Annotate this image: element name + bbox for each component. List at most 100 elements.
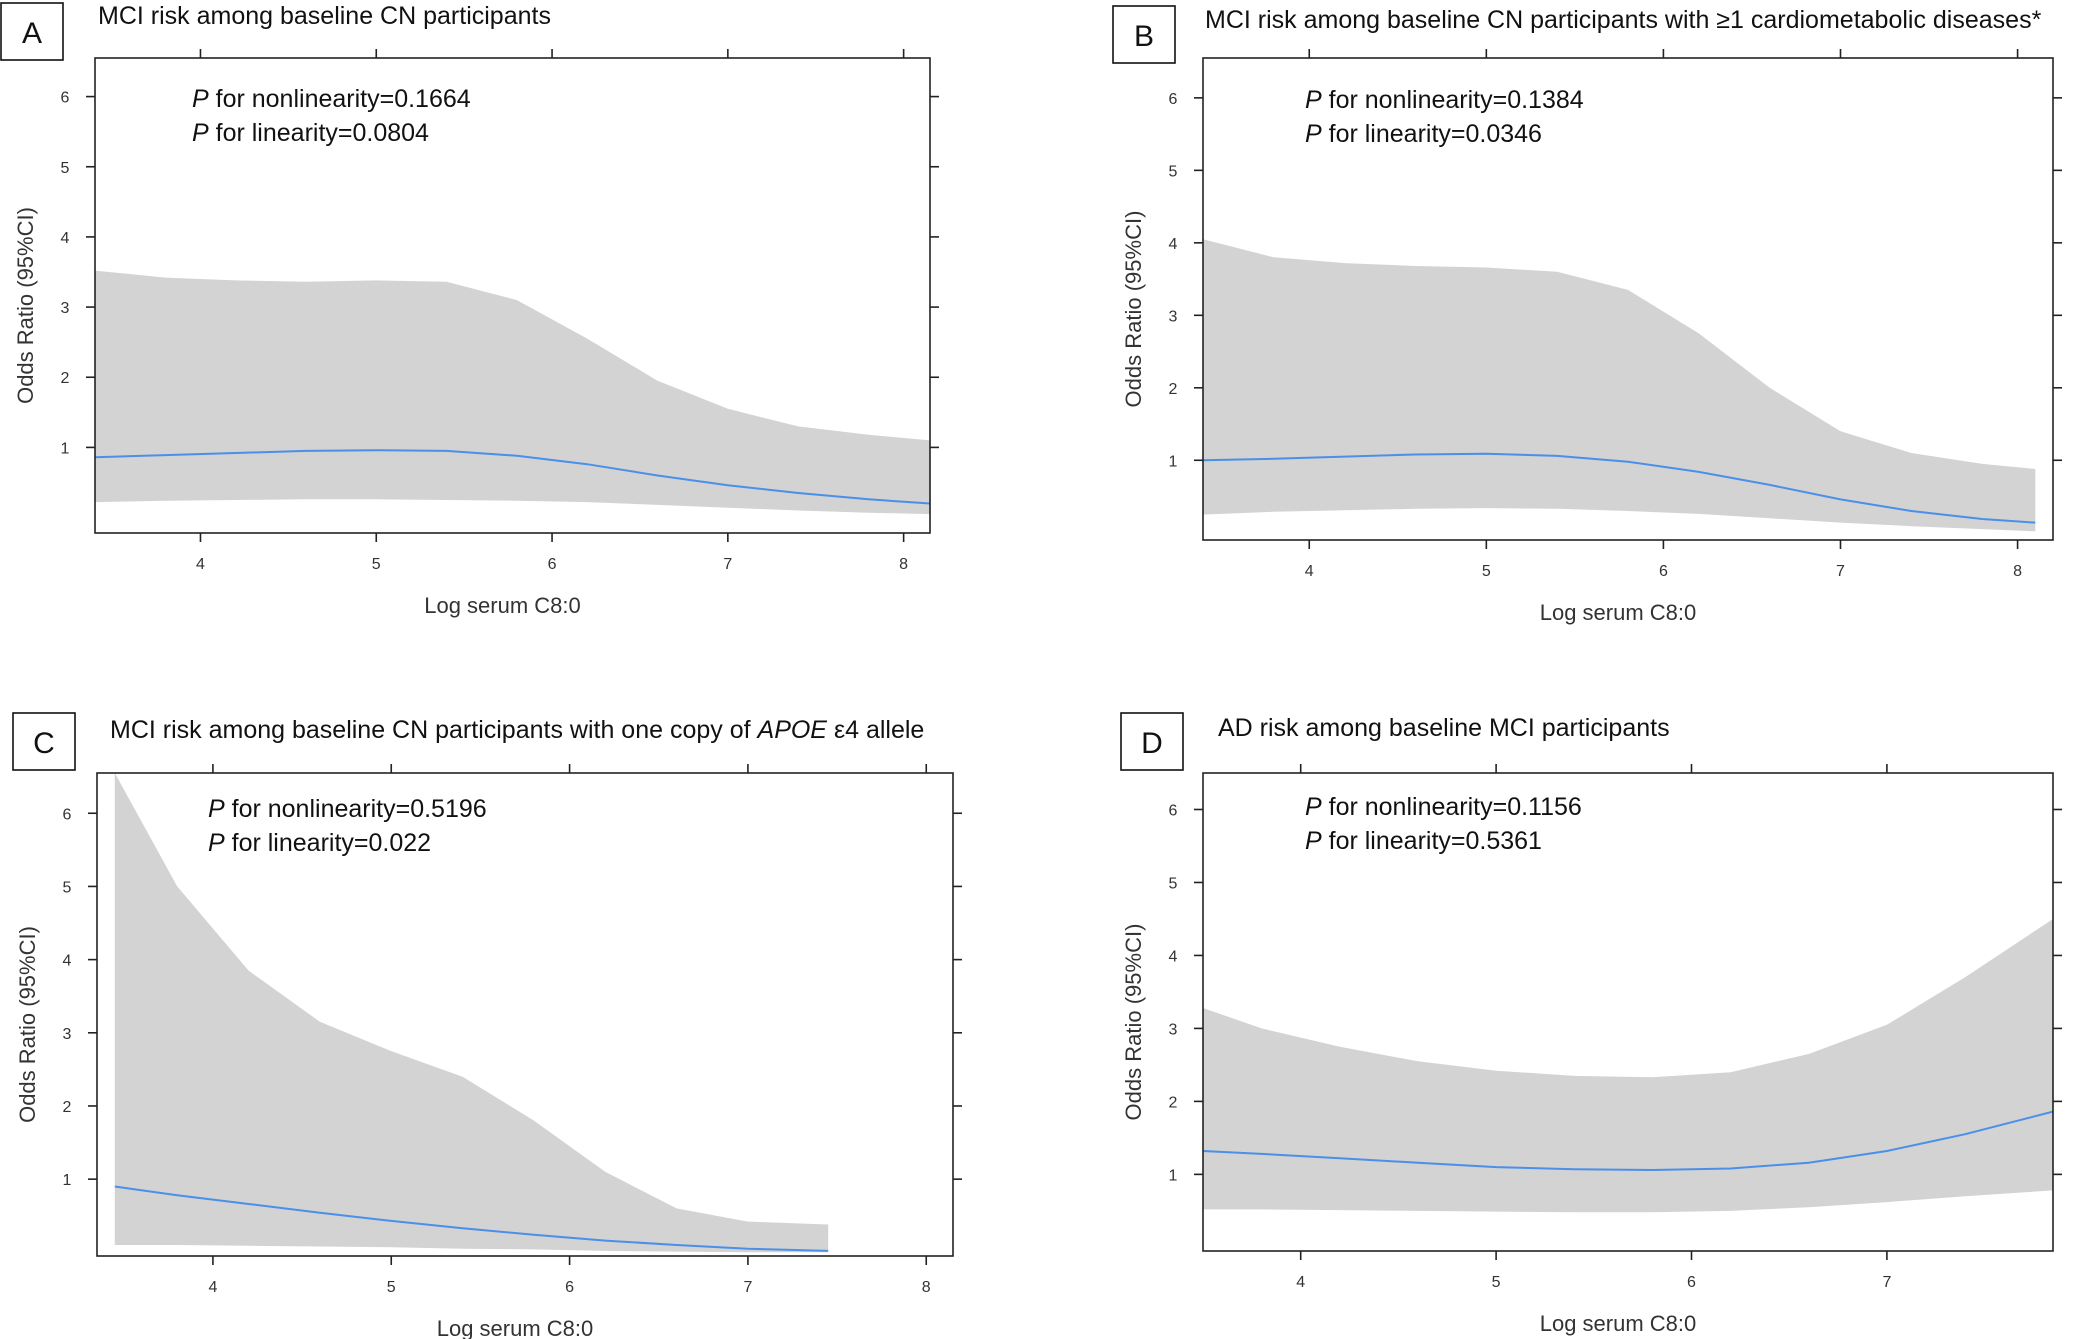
odds-ratio-curve-a [95, 449, 930, 505]
p-value-annotation: P for linearity=0.022 [208, 829, 431, 857]
x-tick-label: 7 [1836, 563, 1845, 580]
panel-letter-a: A [22, 17, 42, 50]
x-tick-label: 4 [196, 556, 205, 573]
x-tick-label: 5 [1492, 1274, 1501, 1291]
y-tick-label: 2 [63, 1099, 72, 1116]
p-value-text: for linearity=0.022 [225, 829, 431, 857]
y-tick-label: 6 [61, 90, 70, 107]
odds-ratio-curve-d [1203, 1110, 2053, 1172]
y-tick-label: 1 [1169, 1167, 1178, 1184]
plot-frame-d [1202, 772, 2054, 1252]
p-value-annotation: P for nonlinearity=0.1384 [1305, 86, 1584, 114]
p-value-annotation: P for nonlinearity=0.5196 [208, 795, 487, 823]
plot-frame-a [94, 57, 931, 534]
y-tick-label: 3 [61, 300, 70, 317]
x-tick-label: 8 [899, 556, 908, 573]
ci-band-a [95, 270, 930, 515]
y-tick-label: 1 [63, 1172, 72, 1189]
plot-frame-b [1202, 57, 2054, 541]
p-value-annotation: P for nonlinearity=0.1664 [192, 85, 471, 113]
x-tick-label: 6 [1659, 563, 1668, 580]
panel-title-d: AD risk among baseline MCI participants [1218, 714, 1670, 742]
title-text: AD risk among baseline MCI participants [1218, 714, 1670, 742]
x-tick-label: 7 [1882, 1274, 1891, 1291]
title-text: MCI risk among baseline CN participants [98, 2, 551, 30]
ci-band-d [1203, 919, 2053, 1213]
plot-frame-c [96, 772, 954, 1257]
x-tick-label: 7 [723, 556, 732, 573]
x-tick-label: 5 [372, 556, 381, 573]
x-tick-label: 6 [565, 1279, 574, 1296]
p-symbol: P [1305, 120, 1322, 148]
x-axis-label: Log serum C8:0 [1540, 600, 1697, 625]
panel-title-b: MCI risk among baseline CN participants … [1205, 6, 2042, 34]
p-value-text: for nonlinearity=0.1156 [1322, 793, 1582, 821]
y-axis-label: Odds Ratio (95%CI) [1121, 211, 1146, 408]
p-value-text: for linearity=0.5361 [1322, 827, 1542, 855]
y-tick-label: 2 [61, 370, 70, 387]
p-value-text: for nonlinearity=0.1664 [209, 85, 471, 113]
p-value-text: for linearity=0.0804 [209, 119, 429, 147]
x-tick-label: 8 [2013, 563, 2022, 580]
y-tick-label: 6 [63, 806, 72, 823]
x-tick-label: 6 [1687, 1274, 1696, 1291]
panel-letter-box-a [0, 2, 64, 61]
panel-letter-c: C [33, 727, 55, 760]
y-tick-label: 5 [61, 160, 70, 177]
p-value-annotation: P for linearity=0.5361 [1305, 827, 1542, 855]
panel-a: 4 5 6 7 8 1 2 3 4 5 6 Log serum C8:0 Odds Ratio (95%… [0, 2, 939, 618]
y-tick-label: 1 [1169, 453, 1178, 470]
y-tick-label: 5 [63, 879, 72, 896]
p-symbol: P [192, 85, 209, 113]
p-symbol: P [192, 119, 209, 147]
odds-ratio-curve-b [1203, 452, 2036, 524]
panel-letter-box-b [1112, 5, 1176, 64]
y-tick-label: 3 [63, 1026, 72, 1043]
p-value-annotation: P for linearity=0.0346 [1305, 120, 1542, 148]
y-tick-label: 2 [1169, 381, 1178, 398]
p-symbol: P [1305, 86, 1322, 114]
panel-letter-b: B [1134, 20, 1154, 53]
x-tick-label: 5 [387, 1279, 396, 1296]
y-tick-label: 5 [1169, 163, 1178, 180]
x-tick-label: 5 [1482, 563, 1491, 580]
panel-title-c: MCI risk among baseline CN participants … [110, 716, 924, 744]
x-tick-label: 7 [743, 1279, 752, 1296]
panel-b: 4 5 6 7 8 1 2 3 4 5 6 Log serum C8:0 Odds Ratio (95%… [1112, 5, 2062, 625]
x-tick-label: 4 [208, 1279, 217, 1296]
title-text: MCI risk among baseline CN participants … [110, 716, 758, 744]
ci-band-c [114, 773, 829, 1253]
y-tick-label: 5 [1169, 875, 1178, 892]
panel-title-a: MCI risk among baseline CN participants [98, 2, 551, 30]
x-axis-label: Log serum C8:0 [424, 593, 581, 618]
x-axis-label: Log serum C8:0 [1540, 1311, 1697, 1336]
y-axis-label: Odds Ratio (95%CI) [13, 207, 38, 404]
p-value-text: for linearity=0.0346 [1322, 120, 1542, 148]
x-tick-label: 4 [1305, 563, 1314, 580]
panel-letter-box-c [12, 712, 76, 771]
p-symbol: P [208, 829, 225, 857]
ci-band-b [1203, 239, 2036, 532]
p-symbol: P [208, 795, 225, 823]
panel-c: 4 5 6 7 8 1 2 3 4 5 6 Log serum C8:0 Odds Ratio (95%… [12, 712, 962, 1339]
y-tick-label: 1 [61, 440, 70, 457]
title-suffix: ε4 allele [827, 716, 924, 744]
y-tick-label: 6 [1169, 802, 1178, 819]
y-axis-label: Odds Ratio (95%CI) [1121, 924, 1146, 1121]
panel-letter-box-d [1120, 712, 1184, 771]
p-symbol: P [1305, 827, 1322, 855]
title-italic: APOE [756, 716, 828, 744]
x-tick-label: 8 [922, 1279, 931, 1296]
p-value-text: for nonlinearity=0.1384 [1322, 86, 1584, 114]
y-tick-label: 6 [1169, 91, 1178, 108]
y-tick-label: 4 [63, 953, 72, 970]
y-tick-label: 4 [1169, 236, 1178, 253]
p-value-annotation: P for nonlinearity=0.1156 [1305, 793, 1582, 821]
y-tick-label: 3 [1169, 1021, 1178, 1038]
x-axis-label: Log serum C8:0 [437, 1316, 594, 1339]
y-tick-label: 4 [1169, 948, 1178, 965]
x-tick-label: 6 [548, 556, 557, 573]
y-tick-label: 2 [1169, 1094, 1178, 1111]
p-value-annotation: P for linearity=0.0804 [192, 119, 429, 147]
